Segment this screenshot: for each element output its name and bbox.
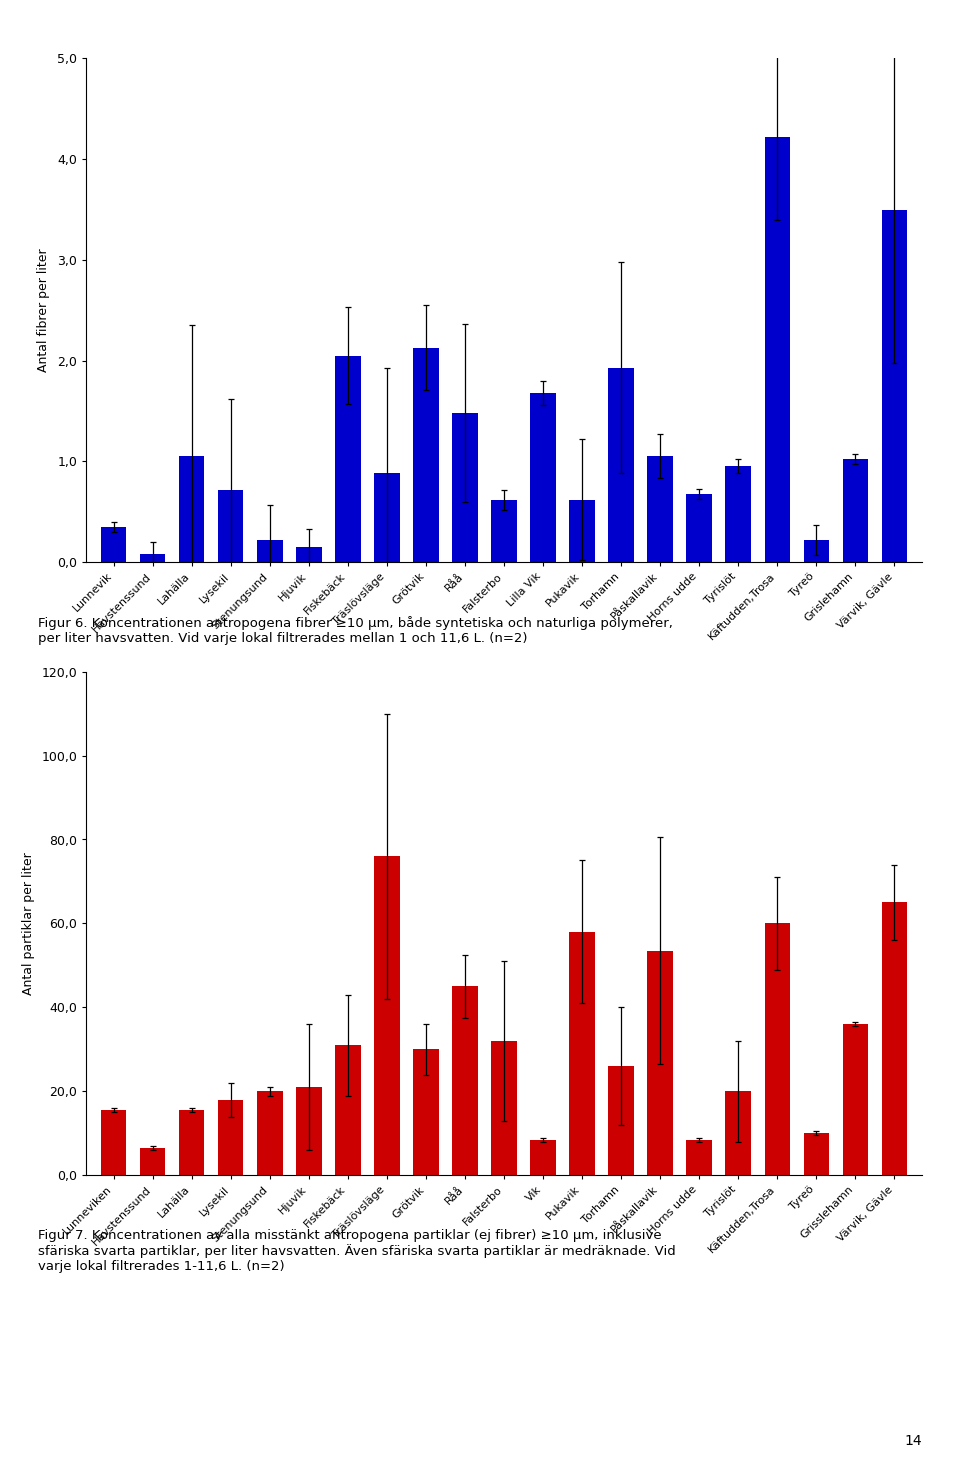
Bar xyxy=(530,1140,556,1175)
Bar xyxy=(218,489,244,562)
Text: 14: 14 xyxy=(904,1434,922,1448)
Bar xyxy=(764,923,790,1175)
Bar xyxy=(101,1110,127,1175)
Bar xyxy=(218,1099,244,1175)
Text: Figur 6. Koncentrationen antropogena fibrer ≥10 μm, både syntetiska och naturlig: Figur 6. Koncentrationen antropogena fib… xyxy=(38,616,673,645)
Bar xyxy=(452,413,478,562)
Bar xyxy=(374,856,399,1175)
Bar xyxy=(374,473,399,562)
Bar xyxy=(726,1092,751,1175)
Bar xyxy=(647,950,673,1175)
Bar xyxy=(686,493,711,562)
Bar xyxy=(881,902,907,1175)
Bar xyxy=(297,1088,322,1175)
Bar xyxy=(647,457,673,562)
Bar xyxy=(686,1140,711,1175)
Bar xyxy=(257,1092,282,1175)
Text: Figur 7. Koncentrationen av alla misstänkt antropogena partiklar (ej fibrer) ≥10: Figur 7. Koncentrationen av alla misstän… xyxy=(38,1229,676,1273)
Bar xyxy=(609,368,634,562)
Bar xyxy=(413,1050,439,1175)
Bar xyxy=(492,1041,516,1175)
Bar xyxy=(335,1045,361,1175)
Bar xyxy=(335,356,361,562)
Bar xyxy=(881,209,907,562)
Bar xyxy=(843,460,868,562)
Bar xyxy=(297,548,322,562)
Bar xyxy=(257,540,282,562)
Bar xyxy=(140,1148,165,1175)
Bar xyxy=(492,499,516,562)
Bar xyxy=(101,527,127,562)
Bar xyxy=(843,1025,868,1175)
Bar xyxy=(569,499,595,562)
Y-axis label: Antal fibrer per liter: Antal fibrer per liter xyxy=(37,248,51,372)
Y-axis label: Antal partiklar per liter: Antal partiklar per liter xyxy=(21,853,35,994)
Bar xyxy=(726,466,751,562)
Bar xyxy=(452,987,478,1175)
Bar xyxy=(804,540,828,562)
Bar xyxy=(180,1110,204,1175)
Bar xyxy=(609,1066,634,1175)
Bar xyxy=(140,553,165,562)
Bar xyxy=(180,457,204,562)
Bar xyxy=(764,137,790,562)
Bar xyxy=(530,393,556,562)
Bar xyxy=(804,1133,828,1175)
Bar xyxy=(413,347,439,562)
Bar xyxy=(569,931,595,1175)
